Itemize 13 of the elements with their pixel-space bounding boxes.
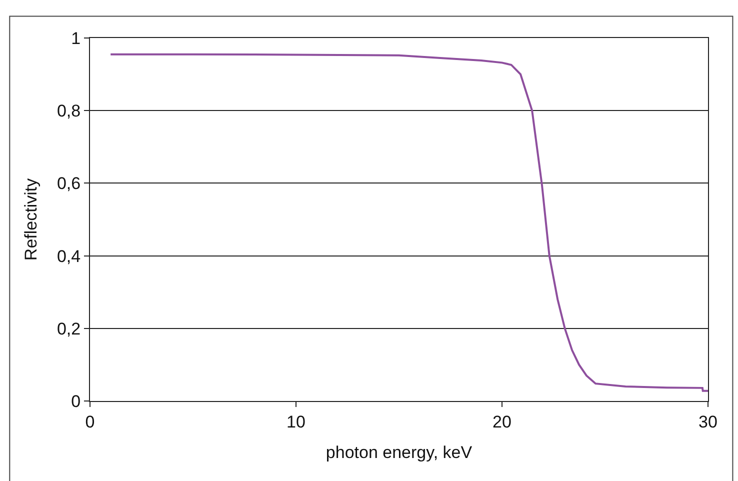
x-axis-title: photon energy, keV xyxy=(326,442,473,462)
y-tick-label: 0,4 xyxy=(56,246,81,266)
y-tick-label: 0,6 xyxy=(56,174,81,194)
x-tick-label: 30 xyxy=(698,412,718,432)
y-tick-label: 0,8 xyxy=(56,102,81,121)
y-tick-label: 0 xyxy=(71,392,81,411)
y-tick-label: 0,2 xyxy=(56,319,81,338)
y-tick-label: 1 xyxy=(71,28,81,48)
y-axis-title: Reflectivity xyxy=(22,178,41,261)
x-tick-label: 0 xyxy=(85,412,95,432)
x-tick-label: 20 xyxy=(492,412,512,432)
x-tick-label: 10 xyxy=(286,412,306,432)
line-series xyxy=(110,53,708,392)
